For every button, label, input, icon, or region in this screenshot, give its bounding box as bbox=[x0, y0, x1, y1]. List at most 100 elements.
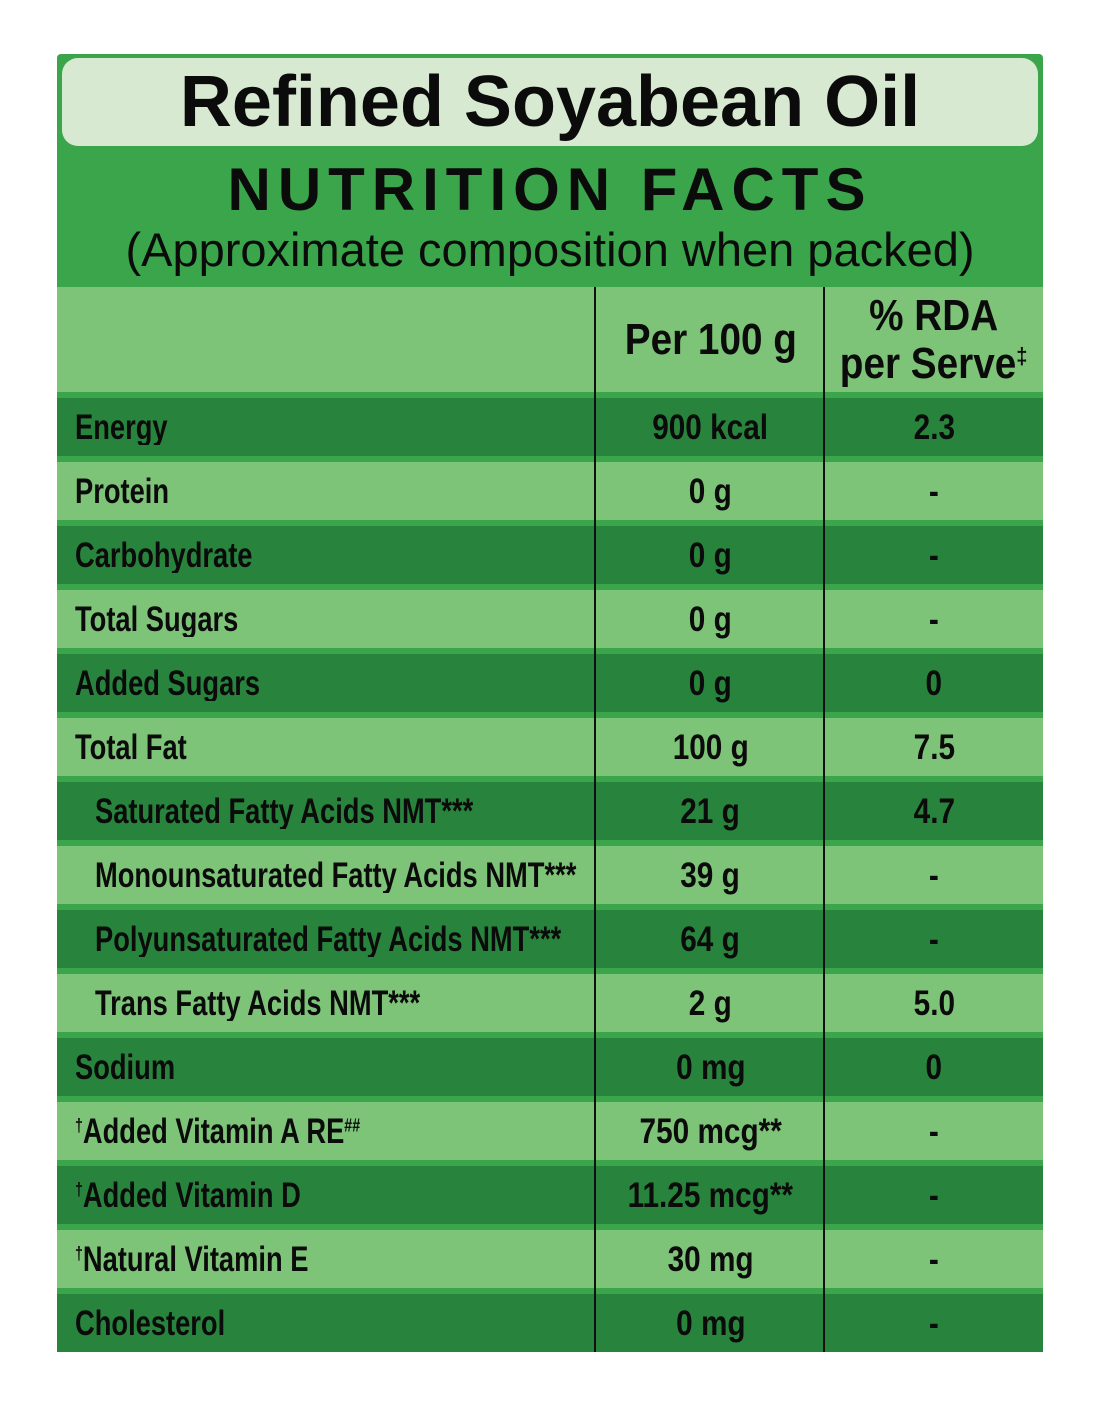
rda-value: 0 bbox=[925, 1047, 943, 1087]
per-100g-cell: 0 g bbox=[596, 602, 825, 637]
table-row: Cholesterol 0 mg - bbox=[57, 1294, 1043, 1352]
table-row: Saturated Fatty Acids NMT*** 21 g 4.7 bbox=[57, 782, 1043, 840]
rda-value: 5.0 bbox=[913, 983, 955, 1023]
nutrient-label: Added Sugars bbox=[75, 665, 261, 701]
rda-value: - bbox=[929, 919, 939, 959]
per-100g-value: 0 g bbox=[688, 663, 732, 703]
per-100g-cell: 21 g bbox=[596, 794, 825, 829]
rda-value: 4.7 bbox=[913, 791, 955, 831]
table-row: Trans Fatty Acids NMT*** 2 g 5.0 bbox=[57, 974, 1043, 1032]
per-100g-cell: 0 mg bbox=[596, 1050, 825, 1085]
per-100g-value: 64 g bbox=[680, 919, 741, 959]
rda-cell: - bbox=[825, 538, 1043, 573]
per-100g-cell: 750 mcg** bbox=[596, 1114, 825, 1149]
rda-cell: - bbox=[825, 602, 1043, 637]
per-100g-cell: 0 mg bbox=[596, 1306, 825, 1341]
nutrient-name-cell: Protein bbox=[57, 474, 596, 509]
nutrient-label: Trans Fatty Acids NMT*** bbox=[95, 985, 421, 1021]
nutrient-name-cell: †Natural Vitamin E bbox=[57, 1242, 596, 1277]
nutrition-facts-title: NUTRITION FACTS bbox=[227, 156, 873, 223]
nutrient-name-cell: Monounsaturated Fatty Acids NMT*** bbox=[57, 858, 596, 893]
rda-cell: 0 bbox=[825, 1050, 1043, 1085]
rda-cell: 4.7 bbox=[825, 794, 1043, 829]
table-row: Monounsaturated Fatty Acids NMT*** 39 g … bbox=[57, 846, 1043, 904]
rda-value: - bbox=[929, 599, 939, 639]
nutrient-label: Cholesterol bbox=[75, 1305, 226, 1341]
per-100g-cell: 0 g bbox=[596, 538, 825, 573]
rda-value: - bbox=[929, 1239, 939, 1279]
nutrient-name-cell: Added Sugars bbox=[57, 666, 596, 701]
nutrition-table: Per 100 g % RDA per Serve‡ Energy 900 kc… bbox=[57, 287, 1043, 1352]
per-100g-value: 750 mcg** bbox=[639, 1111, 782, 1151]
table-row: Total Fat 100 g 7.5 bbox=[57, 718, 1043, 776]
nutrient-label: Added Vitamin A RE bbox=[82, 1113, 345, 1149]
nutrient-label: Total Fat bbox=[75, 729, 187, 765]
rda-cell: - bbox=[825, 1178, 1043, 1213]
nutrient-label: Energy bbox=[75, 409, 168, 445]
nutrient-name-cell: Total Sugars bbox=[57, 602, 596, 637]
rda-cell: - bbox=[825, 1114, 1043, 1149]
rda-value: - bbox=[929, 855, 939, 895]
rda-footnote-marker: ‡ bbox=[1016, 342, 1028, 369]
per-100g-value: 0 g bbox=[688, 535, 732, 575]
per-100g-cell: 0 g bbox=[596, 474, 825, 509]
nutrient-name-cell: Cholesterol bbox=[57, 1306, 596, 1341]
table-row: Protein 0 g - bbox=[57, 462, 1043, 520]
rda-value: 0 bbox=[925, 663, 943, 703]
per-100g-value: 11.25 mcg** bbox=[627, 1175, 794, 1215]
table-row: †Added Vitamin D 11.25 mcg** - bbox=[57, 1166, 1043, 1224]
nutrient-name-cell: Trans Fatty Acids NMT*** bbox=[57, 986, 596, 1021]
column-header-rda: % RDA per Serve‡ bbox=[840, 290, 1028, 388]
rda-cell: - bbox=[825, 922, 1043, 957]
nutrient-name-cell: Carbohydrate bbox=[57, 538, 596, 573]
rda-cell: - bbox=[825, 858, 1043, 893]
rda-cell: 5.0 bbox=[825, 986, 1043, 1021]
per-100g-value: 0 mg bbox=[675, 1303, 746, 1343]
rda-cell: - bbox=[825, 1306, 1043, 1341]
column-divider-1 bbox=[594, 287, 596, 1352]
nutrient-label: Total Sugars bbox=[75, 601, 239, 637]
nutrient-label: Polyunsaturated Fatty Acids NMT*** bbox=[95, 921, 562, 957]
rda-cell: 0 bbox=[825, 666, 1043, 701]
rda-value: - bbox=[929, 1175, 939, 1215]
column-header-per-100g: Per 100 g bbox=[624, 314, 797, 364]
per-100g-value: 21 g bbox=[680, 791, 741, 831]
table-row: Carbohydrate 0 g - bbox=[57, 526, 1043, 584]
per-100g-value: 0 mg bbox=[675, 1047, 746, 1087]
rda-value: - bbox=[929, 1111, 939, 1151]
per-100g-value: 2 g bbox=[688, 983, 732, 1023]
rda-value: - bbox=[929, 1303, 939, 1343]
per-100g-value: 900 kcal bbox=[652, 407, 769, 447]
rda-cell: 7.5 bbox=[825, 730, 1043, 765]
nutrient-name-cell: †Added Vitamin A RE## bbox=[57, 1114, 596, 1149]
per-100g-cell: 2 g bbox=[596, 986, 825, 1021]
nutrient-label: Natural Vitamin E bbox=[82, 1241, 309, 1277]
nutrient-label: Monounsaturated Fatty Acids NMT*** bbox=[95, 857, 577, 893]
table-header-row: Per 100 g % RDA per Serve‡ bbox=[57, 287, 1043, 392]
per-100g-cell: 11.25 mcg** bbox=[596, 1178, 825, 1213]
product-title: Refined Soyabean Oil bbox=[179, 62, 921, 142]
rda-value: - bbox=[929, 471, 939, 511]
per-100g-value: 0 g bbox=[688, 471, 732, 511]
nutrition-label: Refined Soyabean Oil NUTRITION FACTS (Ap… bbox=[57, 54, 1043, 1352]
table-row: Energy 900 kcal 2.3 bbox=[57, 398, 1043, 456]
rda-value: 2.3 bbox=[913, 407, 955, 447]
per-100g-cell: 100 g bbox=[596, 730, 825, 765]
table-row: †Natural Vitamin E 30 mg - bbox=[57, 1230, 1043, 1288]
nutrient-name-cell: †Added Vitamin D bbox=[57, 1178, 596, 1213]
per-100g-cell: 64 g bbox=[596, 922, 825, 957]
rda-cell: 2.3 bbox=[825, 410, 1043, 445]
per-100g-cell: 39 g bbox=[596, 858, 825, 893]
per-100g-cell: 30 mg bbox=[596, 1242, 825, 1277]
nutrient-name-cell: Energy bbox=[57, 410, 596, 445]
table-row: Total Sugars 0 g - bbox=[57, 590, 1043, 648]
per-100g-value: 100 g bbox=[672, 727, 749, 767]
table-row: Sodium 0 mg 0 bbox=[57, 1038, 1043, 1096]
nutrient-label: Carbohydrate bbox=[75, 537, 253, 573]
per-100g-value: 39 g bbox=[680, 855, 741, 895]
nutrient-name-cell: Polyunsaturated Fatty Acids NMT*** bbox=[57, 922, 596, 957]
rda-value: 7.5 bbox=[913, 727, 955, 767]
rda-value: - bbox=[929, 535, 939, 575]
nutrition-facts-subtitle: (Approximate composition when packed) bbox=[125, 223, 975, 276]
footnote-prefix: † bbox=[75, 1179, 83, 1200]
